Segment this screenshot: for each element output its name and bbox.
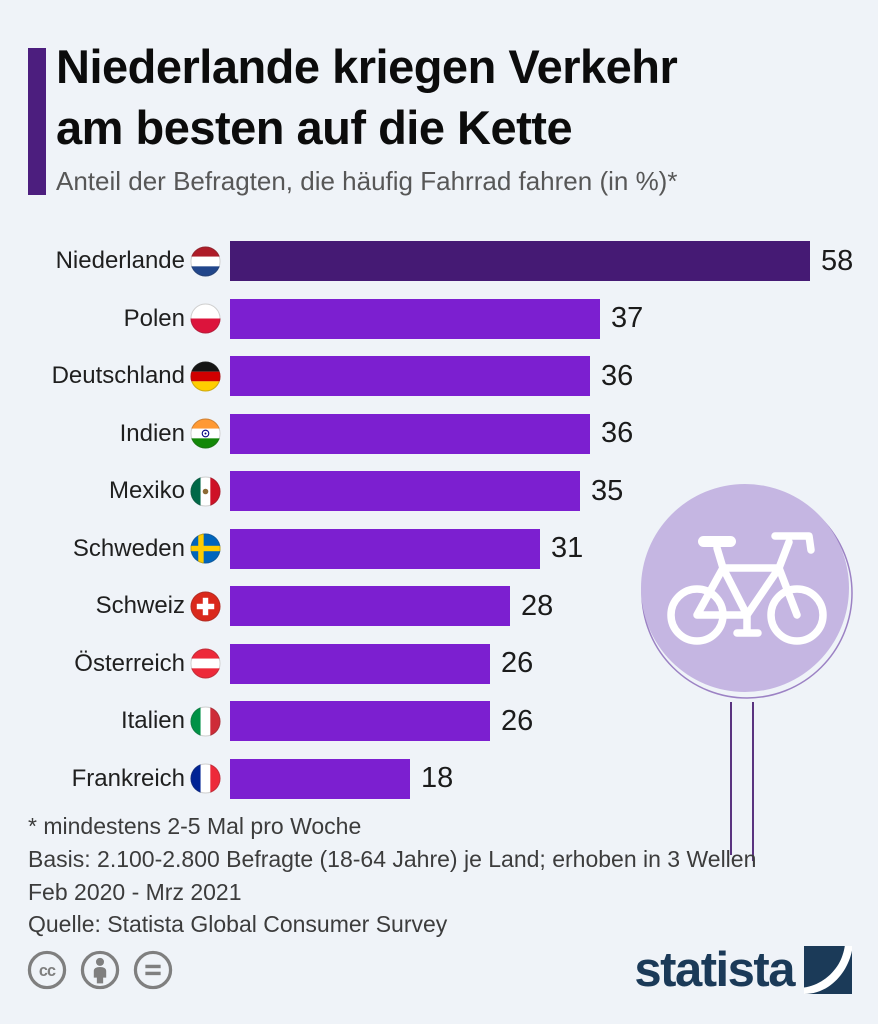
bicycle-sign bbox=[641, 484, 853, 861]
no-derivatives-icon bbox=[133, 950, 173, 990]
bar-value-label: 18 bbox=[421, 762, 454, 794]
country-label: Schweden bbox=[72, 534, 185, 562]
bar-value-label: 37 bbox=[611, 302, 644, 334]
bar-row: Schweiz 28 bbox=[0, 586, 878, 626]
bar bbox=[230, 701, 490, 741]
footnote-basis: Basis: 2.100-2.800 Befragte (18-64 Jahre… bbox=[28, 846, 757, 872]
flag-de-icon bbox=[190, 360, 221, 392]
bar-row: Österreich 26 bbox=[0, 643, 878, 684]
bar bbox=[230, 758, 410, 799]
bar-row: Indien 36 bbox=[0, 413, 878, 454]
country-label: Frankreich bbox=[71, 764, 185, 792]
country-label: Mexiko bbox=[108, 477, 185, 504]
bicycle-seat bbox=[698, 536, 736, 547]
country-label: Niederlande bbox=[55, 247, 185, 274]
flag-it-icon bbox=[190, 705, 221, 737]
bar-row: Deutschland 36 bbox=[0, 356, 878, 396]
bar-row: Polen 37 bbox=[0, 298, 878, 339]
flag-pl-icon bbox=[190, 303, 221, 334]
bar bbox=[230, 241, 810, 281]
title-line-2: am besten auf die Kette bbox=[56, 101, 573, 154]
flag-nl-icon bbox=[190, 245, 221, 277]
footnotes: * mindestens 2-5 Mal pro Woche Basis: 2.… bbox=[28, 810, 756, 909]
footnote-period: Feb 2020 - Mrz 2021 bbox=[28, 879, 242, 905]
statista-logo-mark bbox=[804, 946, 852, 994]
bar-value-label: 26 bbox=[501, 704, 534, 737]
title-line-1: Niederlande kriegen Verkehr bbox=[56, 40, 678, 93]
bar bbox=[230, 471, 580, 511]
title-accent-bar bbox=[28, 48, 46, 195]
bar-row: Frankreich 18 bbox=[0, 758, 878, 799]
bar-value-label: 58 bbox=[821, 244, 854, 277]
bar-row: Schweden 31 bbox=[0, 528, 878, 569]
bar-value-label: 31 bbox=[551, 532, 584, 564]
bar-value-label: 28 bbox=[521, 589, 554, 622]
footnote-asterisk: * mindestens 2-5 Mal pro Woche bbox=[28, 813, 362, 839]
bar-value-label: 26 bbox=[501, 647, 534, 679]
source-line: Quelle: Statista Global Consumer Survey bbox=[28, 911, 448, 937]
cc-icon: cc bbox=[27, 950, 67, 990]
flag-mx-icon bbox=[190, 475, 221, 507]
bar bbox=[230, 586, 510, 626]
bar bbox=[230, 298, 600, 339]
sign-circle bbox=[641, 484, 849, 692]
country-label: Indien bbox=[119, 419, 185, 447]
country-label: Österreich bbox=[74, 649, 185, 677]
country-label: Italien bbox=[120, 707, 185, 734]
svg-text:cc: cc bbox=[39, 962, 56, 980]
bar bbox=[230, 643, 490, 684]
bar-value-label: 36 bbox=[601, 417, 634, 449]
flag-at-icon bbox=[190, 648, 221, 679]
attribution-icon bbox=[80, 950, 120, 990]
country-label: Polen bbox=[123, 304, 185, 332]
bar-value-label: 36 bbox=[601, 359, 634, 392]
flag-in-icon bbox=[190, 418, 221, 449]
page-title: Niederlande kriegen Verkehr am besten au… bbox=[56, 36, 678, 158]
country-label: Schweiz bbox=[95, 592, 185, 619]
statista-wordmark: statista bbox=[634, 943, 795, 997]
bar bbox=[230, 413, 590, 454]
country-label: Deutschland bbox=[51, 362, 185, 389]
statista-logo: statista bbox=[634, 944, 852, 996]
bar-row: Italien 26 bbox=[0, 701, 878, 741]
bar bbox=[230, 356, 590, 396]
bar-value-label: 35 bbox=[591, 474, 624, 507]
bar-row: Mexiko 35 bbox=[0, 471, 878, 511]
flag-ch-icon bbox=[190, 590, 221, 622]
flag-se-icon bbox=[190, 533, 221, 564]
flag-fr-icon bbox=[190, 763, 221, 794]
license-badges: cc bbox=[26, 949, 174, 991]
bar-row: Niederlande 58 bbox=[0, 241, 878, 281]
chart-subtitle: Anteil der Befragten, die häufig Fahrrad… bbox=[56, 166, 678, 196]
bicycle-icon bbox=[667, 532, 827, 645]
bar bbox=[230, 528, 540, 569]
